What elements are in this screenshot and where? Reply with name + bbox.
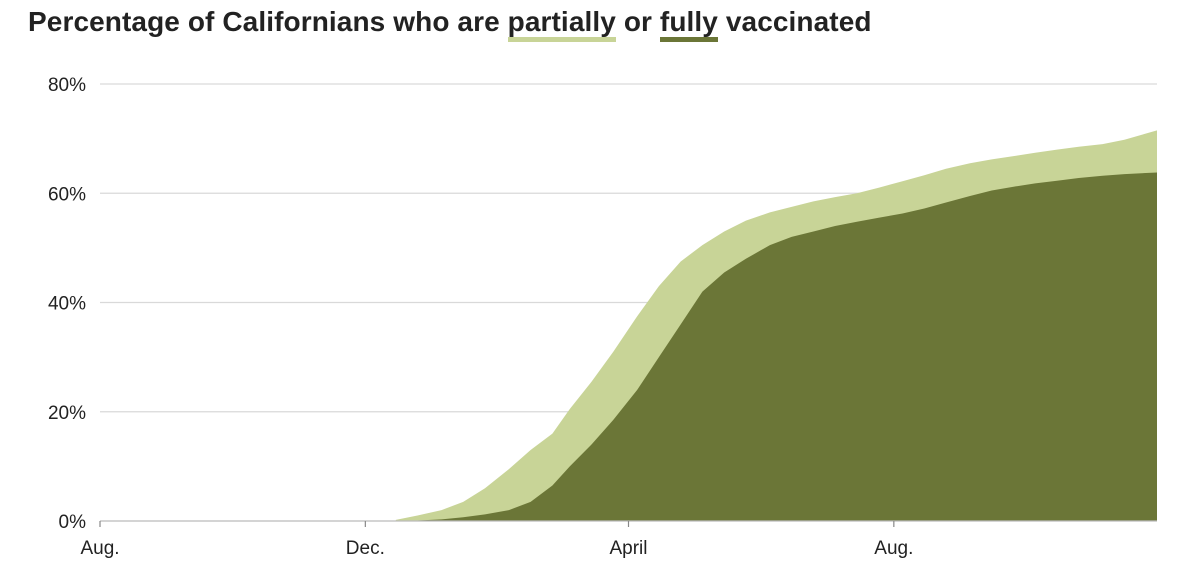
chart-title: Percentage of Californians who are parti… — [28, 6, 872, 42]
x-tick-label: Aug. — [874, 538, 913, 559]
title-middle: or — [623, 6, 653, 37]
y-tick-label: 40% — [48, 294, 86, 315]
x-tick-label: Dec. — [346, 538, 385, 559]
y-tick-label: 60% — [48, 184, 86, 205]
y-tick-label: 0% — [59, 512, 87, 533]
title-partially-legend: partially — [507, 7, 616, 42]
x-axis: Aug. Dec. April Aug. — [80, 520, 1157, 559]
title-prefix: Percentage of Californians who are — [28, 6, 500, 37]
y-tick-label: 20% — [48, 403, 86, 424]
y-tick-label: 80% — [48, 75, 86, 96]
title-suffix: vaccinated — [725, 6, 872, 37]
x-tick-label: Aug. — [80, 538, 119, 559]
x-tick-label: April — [609, 538, 647, 559]
y-axis: 0% 20% 40% 60% 80% — [48, 75, 86, 533]
title-fully-legend: fully — [659, 7, 718, 42]
series-areas — [395, 130, 1157, 521]
area-fully — [395, 172, 1157, 521]
